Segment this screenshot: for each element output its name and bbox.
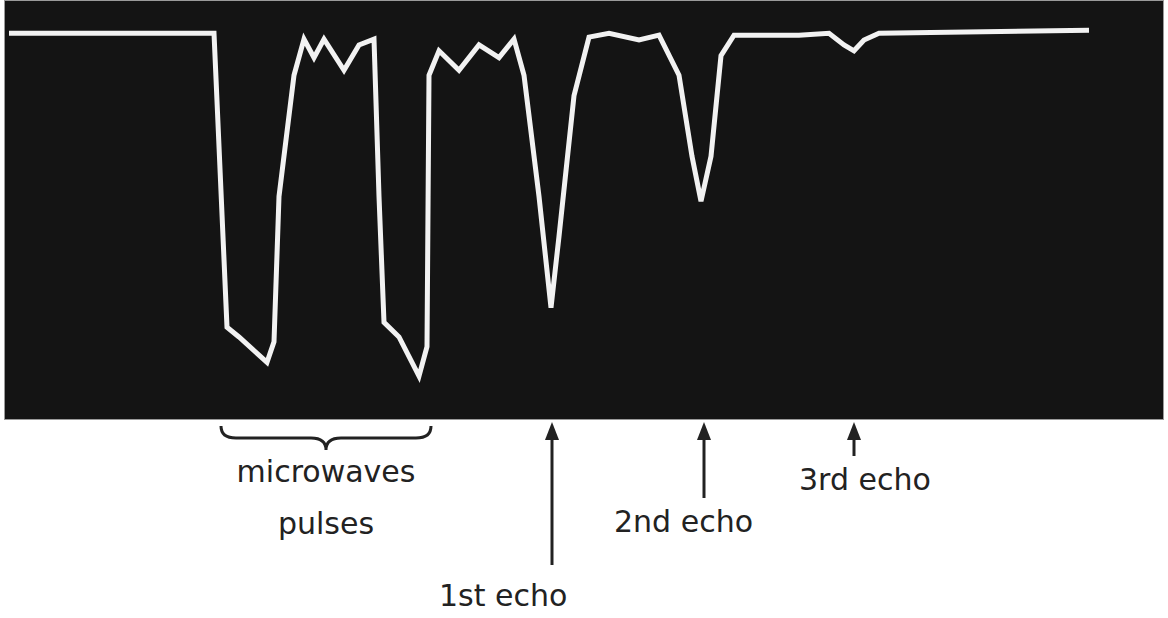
svg-text:1st echo: 1st echo bbox=[439, 578, 567, 613]
svg-text:3rd echo: 3rd echo bbox=[799, 462, 931, 497]
svg-text:2nd echo: 2nd echo bbox=[614, 504, 753, 539]
svg-text:microwaves: microwaves bbox=[237, 454, 416, 489]
svg-text:pulses: pulses bbox=[278, 506, 374, 541]
